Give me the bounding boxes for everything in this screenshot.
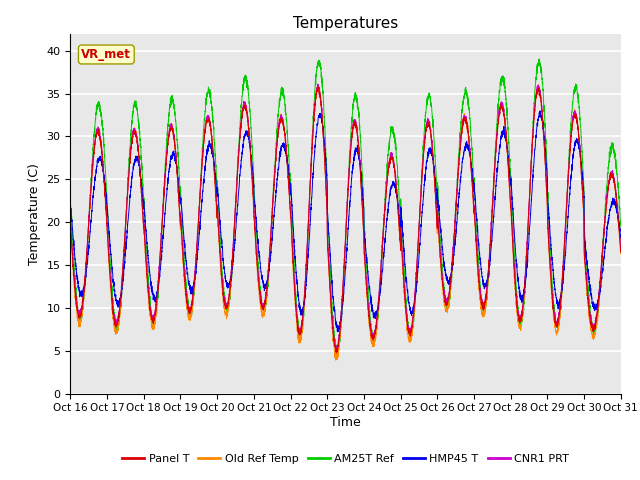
X-axis label: Time: Time [330, 416, 361, 429]
Legend: Panel T, Old Ref Temp, AM25T Ref, HMP45 T, CNR1 PRT: Panel T, Old Ref Temp, AM25T Ref, HMP45 … [118, 450, 573, 468]
Text: VR_met: VR_met [81, 48, 131, 61]
Y-axis label: Temperature (C): Temperature (C) [28, 163, 41, 264]
Title: Temperatures: Temperatures [293, 16, 398, 31]
